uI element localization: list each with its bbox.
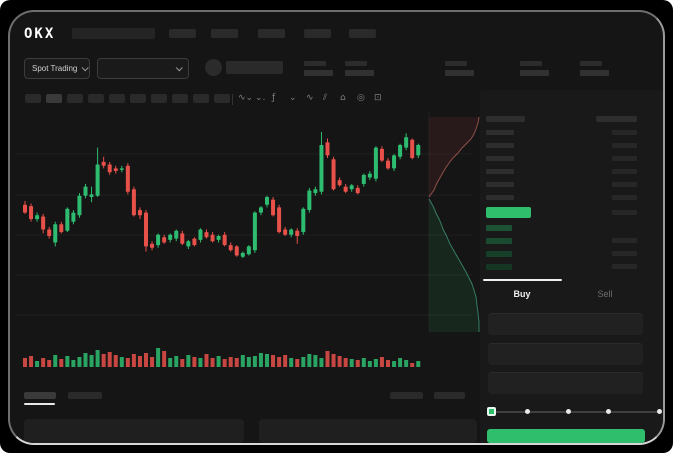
slider-stop-100[interactable] [657, 409, 662, 414]
drawing-tools-icon[interactable]: ⫽ [323, 93, 328, 103]
app-window: OKX Spot Trading ∿⌄ ⌄. ƒ ⌄ ∿ ⫽ ⌂ ◎ ⊡ Buy Sell [8, 10, 665, 445]
ticker-stat-label-skeleton [345, 61, 367, 66]
bottom-input-bar-2[interactable] [259, 419, 477, 443]
price-field[interactable] [488, 313, 643, 335]
toolbar-divider [232, 94, 233, 105]
bid-price-1[interactable] [486, 225, 512, 231]
slider-handle[interactable] [487, 407, 496, 416]
ticker-stat-value-skeleton [580, 70, 609, 76]
submit-buy-button[interactable] [487, 429, 645, 443]
ticker-stat-label-skeleton [520, 61, 542, 66]
indicators-icon[interactable]: ƒ [272, 93, 276, 103]
line-chart-icon[interactable]: ∿ [306, 93, 314, 103]
timeframe-button-7[interactable] [151, 94, 167, 103]
search-bar-skeleton[interactable] [72, 28, 155, 39]
nav-item-5[interactable] [349, 29, 376, 38]
bottom-tab-indicator [24, 403, 55, 405]
bottom-action-skeleton-2[interactable] [434, 392, 465, 399]
ask-amount-2 [612, 143, 637, 148]
ask-price-5[interactable] [486, 182, 514, 187]
ticker-stat-label-skeleton [580, 61, 602, 66]
bid-amount-2 [612, 238, 637, 243]
ticker-stat-2 [345, 61, 375, 77]
timeframe-button-10[interactable] [214, 94, 230, 103]
interval-dropdown-icon[interactable]: ⌄. [255, 93, 266, 103]
timeframe-button-8[interactable] [172, 94, 188, 103]
symbol-dropdown[interactable] [97, 58, 189, 79]
timeframe-button-5[interactable] [109, 94, 125, 103]
ask-amount-4 [612, 169, 637, 174]
ask-price-6[interactable] [486, 195, 514, 200]
ask-price-3[interactable] [486, 156, 514, 161]
ask-amount-3 [612, 156, 637, 161]
last-price-badge[interactable] [486, 207, 531, 218]
settings-icon[interactable]: ◎ [357, 93, 365, 103]
orderbook-trade-panel: Buy Sell [480, 90, 663, 443]
bottom-input-bar-1[interactable] [24, 419, 244, 443]
snapshot-icon[interactable]: ⌂ [340, 93, 346, 103]
nav-item-3[interactable] [258, 29, 285, 38]
tab-buy[interactable]: Buy [513, 289, 531, 299]
okx-logo[interactable]: OKX [24, 26, 56, 42]
orderbook-header-amount [596, 116, 637, 122]
buy-tab-indicator [483, 279, 562, 281]
bid-amount-3 [612, 251, 637, 256]
timeframe-button-4[interactable] [88, 94, 104, 103]
candle-style-icon[interactable]: ∿⌄ [238, 93, 254, 103]
last-price-amount [612, 210, 637, 215]
timeframe-button-6[interactable] [130, 94, 146, 103]
orderbook-header-price [486, 116, 525, 122]
ticker-stat-5 [580, 61, 610, 77]
bottom-action-skeleton-1[interactable] [390, 392, 423, 399]
timeframe-button-3[interactable] [67, 94, 83, 103]
total-field[interactable] [488, 372, 643, 394]
timeframe-button-1[interactable] [25, 94, 41, 103]
ask-amount-5 [612, 182, 637, 187]
bottom-tab-active[interactable] [24, 392, 56, 399]
bid-price-2[interactable] [486, 238, 512, 244]
tab-sell[interactable]: Sell [597, 289, 613, 299]
market-type-dropdown[interactable]: Spot Trading [24, 58, 90, 79]
ticker-stat-4 [520, 61, 550, 77]
timeframe-button-2[interactable] [46, 94, 62, 103]
coin-avatar[interactable] [205, 59, 222, 76]
ticker-stat-value-skeleton [345, 70, 374, 76]
bid-amount-4 [612, 264, 637, 269]
bottom-tab-2[interactable] [68, 392, 102, 399]
ask-amount-1 [612, 130, 637, 135]
nav-item-2[interactable] [211, 29, 238, 38]
amount-slider-track[interactable] [491, 411, 659, 413]
ask-price-1[interactable] [486, 130, 514, 135]
amount-field[interactable] [488, 343, 643, 365]
indicators-dropdown-icon[interactable]: ⌄ [289, 93, 297, 103]
ticker-stat-value-skeleton [304, 70, 333, 76]
fullscreen-icon[interactable]: ⊡ [374, 93, 382, 103]
symbol-name-skeleton [226, 61, 283, 74]
nav-item-4[interactable] [304, 29, 331, 38]
ask-price-2[interactable] [486, 143, 514, 148]
timeframe-button-9[interactable] [193, 94, 209, 103]
bid-price-4[interactable] [486, 264, 512, 270]
candlestick-chart-canvas[interactable] [10, 12, 665, 445]
nav-item-1[interactable] [169, 29, 196, 38]
slider-stop-25[interactable] [525, 409, 530, 414]
slider-stop-50[interactable] [566, 409, 571, 414]
market-type-label: Spot Trading [32, 64, 78, 73]
ticker-stat-1 [304, 61, 334, 77]
ticker-stat-label-skeleton [445, 61, 467, 66]
ticker-stat-value-skeleton [520, 70, 549, 76]
bid-price-3[interactable] [486, 251, 512, 257]
ticker-stat-value-skeleton [445, 70, 474, 76]
slider-stop-75[interactable] [606, 409, 611, 414]
ask-price-4[interactable] [486, 169, 514, 174]
ask-amount-6 [612, 195, 637, 200]
ticker-stat-3 [445, 61, 475, 77]
ticker-stat-label-skeleton [304, 61, 326, 66]
